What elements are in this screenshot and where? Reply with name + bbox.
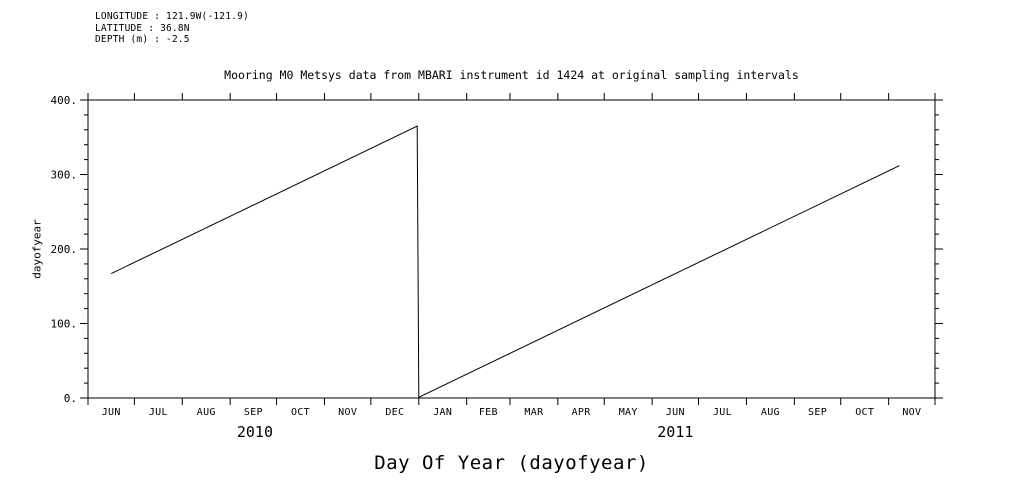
month-label: APR bbox=[572, 407, 592, 418]
plot-box bbox=[87, 99, 936, 399]
month-label: SEP bbox=[244, 407, 263, 418]
month-label: MAR bbox=[524, 407, 544, 418]
meta-depth: DEPTH (m) : -2.5 bbox=[95, 34, 190, 45]
y-tick-label: 200. bbox=[51, 243, 78, 256]
month-label: JUN bbox=[102, 407, 121, 418]
month-label: AUG bbox=[761, 407, 780, 418]
year-label: 2010 bbox=[237, 423, 273, 441]
meta-longitude: LONGITUDE : 121.9W(-121.9) bbox=[95, 11, 249, 22]
month-label: NOV bbox=[338, 407, 357, 418]
month-label: OCT bbox=[855, 407, 874, 418]
header-meta: LONGITUDE : 121.9W(-121.9) LATITUDE : 36… bbox=[95, 11, 249, 46]
month-label: AUG bbox=[197, 407, 216, 418]
month-label: JAN bbox=[433, 407, 452, 418]
month-label: MAY bbox=[619, 407, 638, 418]
y-tick-label: 300. bbox=[51, 169, 78, 182]
month-label: DEC bbox=[385, 407, 404, 418]
x-axis-label: Day Of Year (dayofyear) bbox=[374, 452, 649, 474]
month-label: JUL bbox=[149, 407, 168, 418]
chart-title: Mooring M0 Metsys data from MBARI instru… bbox=[224, 68, 799, 82]
y-tick-label: 400. bbox=[51, 94, 78, 107]
month-label: JUL bbox=[713, 407, 732, 418]
y-tick-label: 100. bbox=[51, 318, 78, 331]
month-label: SEP bbox=[808, 407, 827, 418]
data-line bbox=[110, 125, 900, 399]
month-label: OCT bbox=[291, 407, 310, 418]
month-label: FEB bbox=[479, 407, 498, 418]
meta-latitude: LATITUDE : 36.8N bbox=[95, 22, 190, 34]
month-label: NOV bbox=[902, 407, 921, 418]
y-axis-label: dayofyear bbox=[30, 219, 44, 279]
month-label: JUN bbox=[666, 407, 685, 418]
y-tick-label: 0. bbox=[64, 392, 77, 405]
year-label: 2011 bbox=[657, 423, 693, 441]
